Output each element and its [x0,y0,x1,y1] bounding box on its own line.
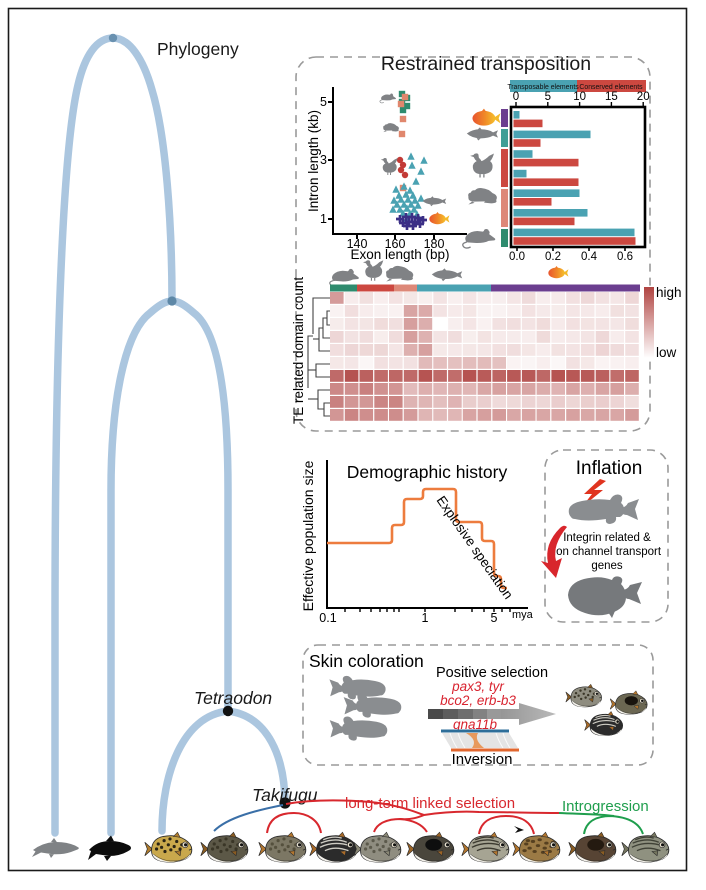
svg-text:0.4: 0.4 [581,251,598,263]
svg-text:Takifugu: Takifugu [252,785,318,805]
svg-text:0.2: 0.2 [545,251,561,263]
svg-text:low: low [656,345,677,360]
svg-text:Effective population size: Effective population size [300,460,316,611]
svg-text:0: 0 [513,91,519,103]
svg-text:5: 5 [320,95,327,109]
svg-text:Restrained transposition: Restrained transposition [381,53,591,75]
svg-text:Intron length (kb): Intron length (kb) [306,110,321,212]
svg-text:3: 3 [320,153,327,167]
svg-text:Conserved elements: Conserved elements [579,84,643,91]
svg-text:gna11b: gna11b [453,717,498,732]
svg-text:Skin coloration: Skin coloration [309,651,424,671]
svg-text:TE related domain count: TE related domain count [291,277,306,424]
svg-text:Introgression: Introgression [562,798,649,815]
svg-text:Demographic history: Demographic history [347,462,508,482]
svg-text:Ion channel transport: Ion channel transport [553,546,662,558]
svg-text:0.1: 0.1 [319,611,336,625]
svg-text:5: 5 [545,91,551,103]
svg-text:high: high [656,285,682,300]
svg-text:0.6: 0.6 [617,251,633,263]
svg-text:Exon length (bp): Exon length (bp) [350,247,449,262]
svg-text:140: 140 [347,237,368,251]
svg-text:1: 1 [422,611,429,625]
svg-text:20: 20 [637,91,650,103]
svg-text:Tetraodon: Tetraodon [194,688,272,708]
svg-text:Transposable elements: Transposable elements [507,84,579,91]
svg-text:Positive selection: Positive selection [436,665,548,681]
svg-text:bco2, erb-b3: bco2, erb-b3 [440,693,516,708]
svg-text:15: 15 [605,91,618,103]
svg-text:160: 160 [385,237,406,251]
svg-text:mya: mya [512,609,534,621]
svg-text:5: 5 [491,611,498,625]
svg-text:0.0: 0.0 [509,251,525,263]
svg-text:Integrin related &: Integrin related & [563,532,651,544]
svg-text:1: 1 [320,212,327,226]
svg-text:10: 10 [573,91,586,103]
svg-text:Inflation: Inflation [576,458,643,479]
svg-text:Inversion: Inversion [452,751,513,768]
svg-text:Phylogeny: Phylogeny [157,39,239,59]
svg-text:pax3, tyr: pax3, tyr [451,679,504,694]
svg-text:genes: genes [591,560,623,572]
svg-text:long-term linked selection: long-term linked selection [345,795,515,812]
svg-text:180: 180 [424,237,445,251]
